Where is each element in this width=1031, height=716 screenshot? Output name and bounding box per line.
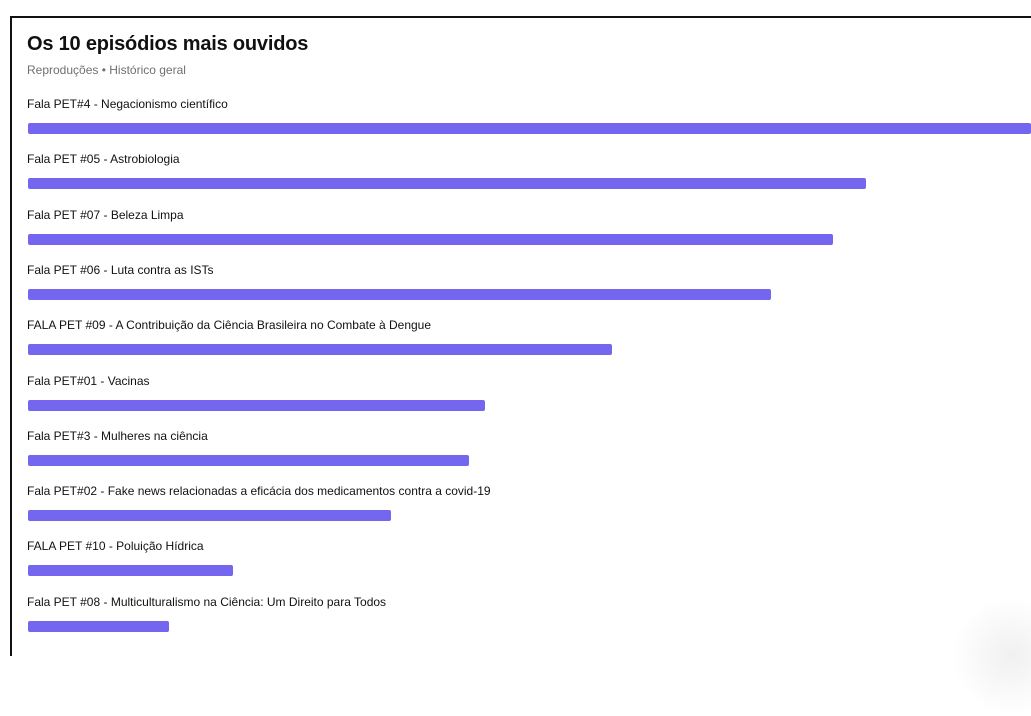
episode-label: Fala PET #05 - Astrobiologia [27,152,180,167]
episode-bar[interactable] [28,288,772,300]
chart-subtitle: Reproduções • Histórico geral [27,63,186,77]
episode-bar[interactable] [28,344,612,356]
episode-bar[interactable] [28,399,486,411]
chart-title: Os 10 episódios mais ouvidos [27,33,309,55]
episode-label: Fala PET #06 - Luta contra as ISTs [27,262,214,277]
episode-label: Fala PET#4 - Negacionismo científico [27,97,228,111]
episode-bar[interactable] [28,620,170,632]
episode-label: Fala PET#02 - Fake news relacionadas a e… [27,484,491,499]
episode-label: Fala PET#01 - Vacinas [27,373,150,388]
episode-label: FALA PET #09 - A Contribuição da Ciência… [27,318,432,333]
chart-card [10,16,1031,716]
episode-bar[interactable] [28,510,392,522]
episode-bar[interactable] [28,233,834,245]
episode-bar[interactable] [28,454,470,466]
episode-label: Fala PET #07 - Beleza Limpa [27,207,184,222]
corner-shadow [951,596,1031,716]
episode-bar[interactable] [28,565,233,577]
episode-bar[interactable] [28,178,866,190]
episode-label: FALA PET #10 - Poluição Hídrica [27,539,204,554]
episode-label: Fala PET#3 - Mulheres na ciência [27,428,208,443]
episode-bar[interactable] [28,123,1031,134]
episode-label: Fala PET #08 - Multiculturalismo na Ciên… [27,594,387,609]
